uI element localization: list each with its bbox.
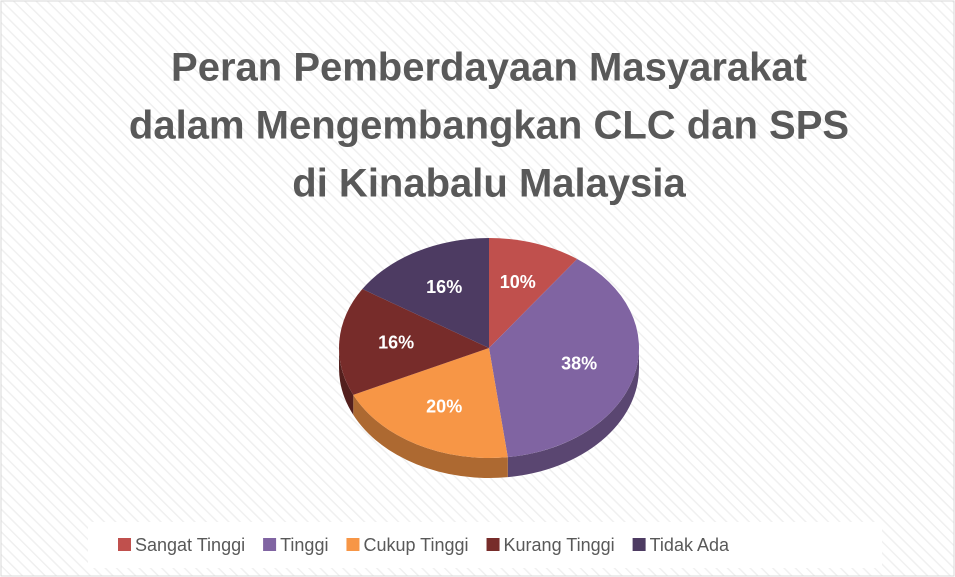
legend-label: Tidak Ada: [650, 535, 730, 555]
legend-swatch: [486, 538, 500, 551]
data-label: 10%: [500, 272, 536, 292]
data-label: 16%: [426, 277, 462, 297]
legend-swatch: [346, 538, 360, 551]
legend-swatch: [632, 538, 646, 551]
data-label: 20%: [426, 397, 462, 417]
legend-label: Sangat Tinggi: [135, 535, 245, 555]
legend-label: Tinggi: [280, 535, 328, 555]
slice-side: [339, 348, 354, 415]
slice-side: [353, 394, 508, 478]
legend-swatch: [118, 538, 131, 551]
pie-slice: [489, 238, 578, 348]
data-label: 38%: [561, 354, 597, 374]
legend-label: Kurang Tinggi: [504, 535, 615, 555]
pie-slice: [489, 259, 639, 458]
slice-side: [507, 348, 639, 478]
legend-box: [88, 522, 882, 568]
pie-slice: [362, 238, 489, 348]
legend-swatch: [263, 538, 277, 551]
data-label: 16%: [378, 332, 414, 352]
pie-slice: [339, 289, 489, 395]
chart-title: Peran Pemberdayaan Masyarakat: [171, 46, 807, 90]
legend-label: Cukup Tinggi: [363, 535, 468, 555]
chart-title: di Kinabalu Malaysia: [292, 162, 686, 206]
chart-title: dalam Mengembangkan CLC dan SPS: [129, 104, 849, 148]
pie-slice: [353, 348, 508, 458]
